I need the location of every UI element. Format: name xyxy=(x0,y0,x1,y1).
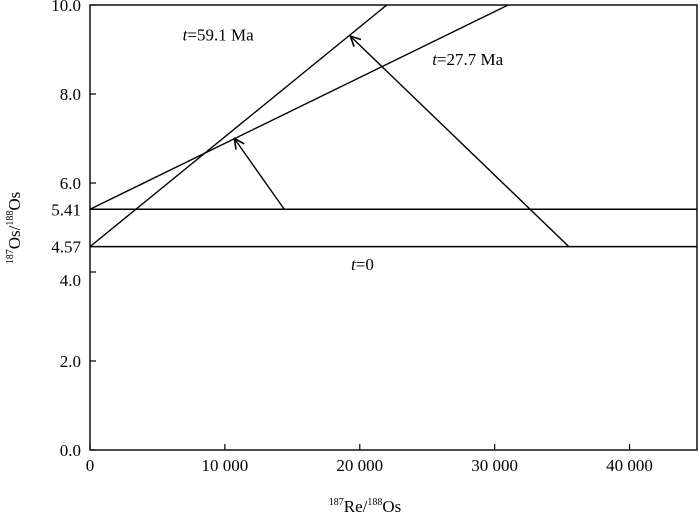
annotation-2: t=0 xyxy=(351,255,374,274)
y-tick-label-4: 8.0 xyxy=(60,85,81,104)
y-tick-label-0: 0.0 xyxy=(60,441,81,460)
x-tick-label-2: 20 000 xyxy=(336,456,383,475)
x-tick-label-0: 0 xyxy=(86,456,95,475)
x-tick-label-4: 40 000 xyxy=(606,456,653,475)
series-line-3 xyxy=(90,5,509,210)
series-line-2 xyxy=(90,5,388,248)
evolution-arrow-0 xyxy=(350,36,570,248)
label-layer: 0 10 000 20 000 30 000 40 000 0.0 2.0 4.0 6.0 8.0… xyxy=(51,0,653,475)
x-tick-label-3: 30 000 xyxy=(471,456,518,475)
y-mark-label-0: 4.57 xyxy=(51,238,81,257)
annotation-0: t=59.1 Ma xyxy=(183,26,254,45)
axis-layer xyxy=(89,4,698,451)
evolution-arrow-1 xyxy=(234,139,285,210)
y-tick-label-2: 4.0 xyxy=(60,271,81,290)
y-mark-label-1: 5.41 xyxy=(51,200,81,219)
x-axis-title: 187Re/188Os xyxy=(329,497,402,516)
y-tick-label-5: 10.0 xyxy=(51,0,81,15)
annotation-1: t=27.7 Ma xyxy=(432,50,503,69)
y-tick-label-1: 2.0 xyxy=(60,352,81,371)
series-layer xyxy=(90,5,697,248)
plot-frame xyxy=(89,4,698,451)
arrow-layer xyxy=(234,36,570,248)
y-tick-label-3: 6.0 xyxy=(60,174,81,193)
x-tick-label-1: 10 000 xyxy=(202,456,249,475)
y-axis-title: 187Os/188Os xyxy=(5,192,24,265)
